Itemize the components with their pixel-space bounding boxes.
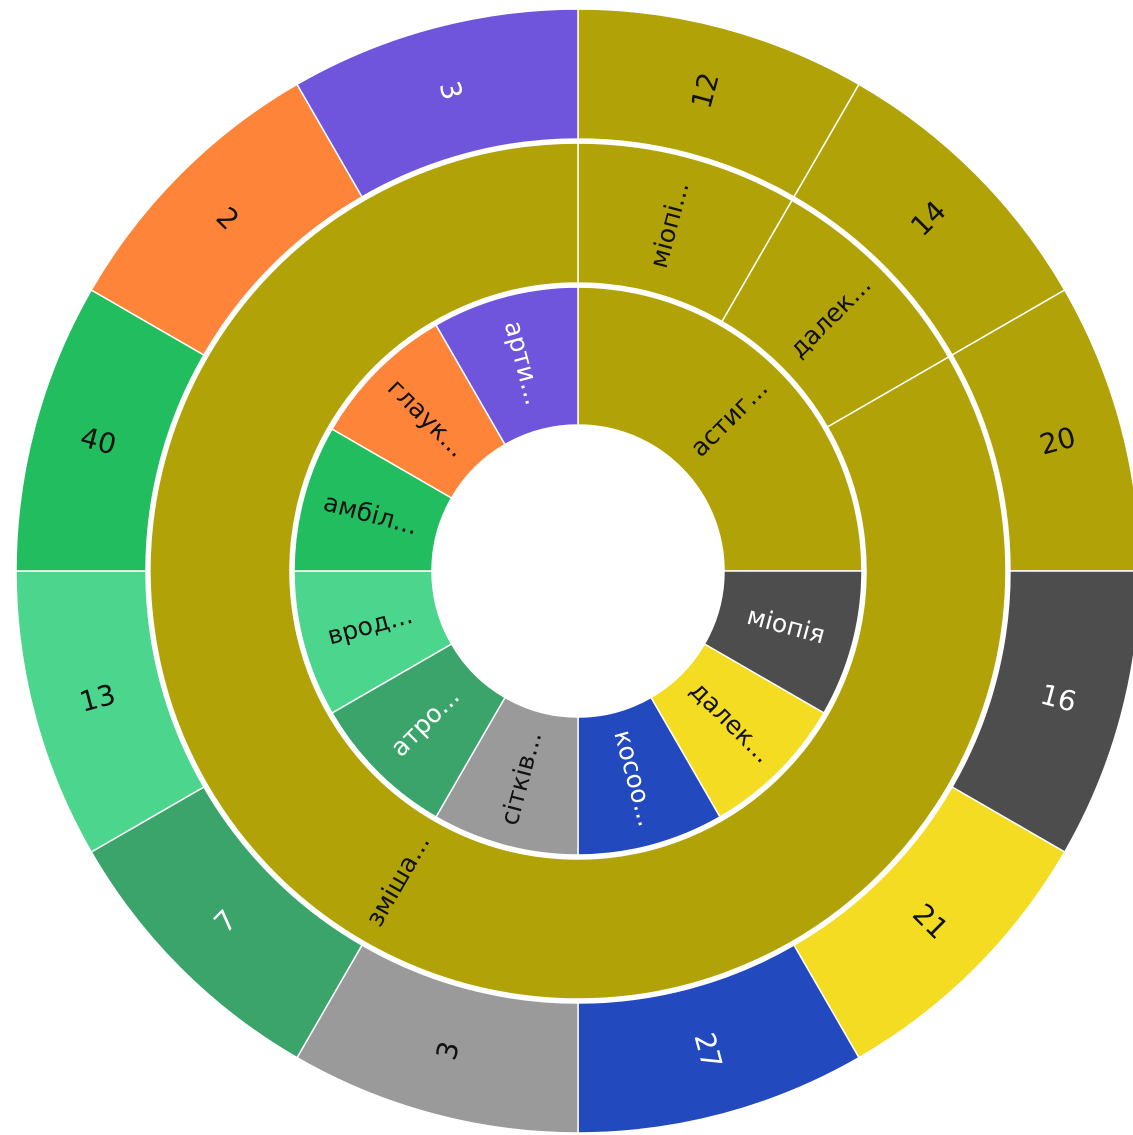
segment: [434, 286, 579, 446]
segment: [295, 8, 579, 198]
segment: [577, 286, 863, 572]
segment: [149, 142, 1007, 1000]
